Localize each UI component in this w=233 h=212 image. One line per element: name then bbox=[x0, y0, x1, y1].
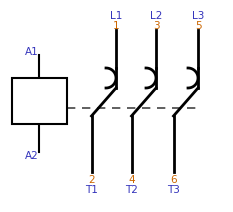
Text: T1: T1 bbox=[85, 185, 98, 195]
Text: 1: 1 bbox=[113, 21, 119, 31]
Text: 3: 3 bbox=[153, 21, 159, 31]
Text: L1: L1 bbox=[110, 11, 122, 21]
Text: 2: 2 bbox=[88, 175, 95, 185]
Text: T2: T2 bbox=[125, 185, 138, 195]
Text: 5: 5 bbox=[195, 21, 201, 31]
Text: L3: L3 bbox=[192, 11, 204, 21]
Text: A1: A1 bbox=[25, 47, 39, 57]
Text: A2: A2 bbox=[25, 151, 39, 161]
Text: 6: 6 bbox=[170, 175, 177, 185]
Text: L2: L2 bbox=[150, 11, 162, 21]
Bar bbox=[12, 78, 67, 124]
Text: T3: T3 bbox=[167, 185, 180, 195]
Text: 4: 4 bbox=[128, 175, 135, 185]
